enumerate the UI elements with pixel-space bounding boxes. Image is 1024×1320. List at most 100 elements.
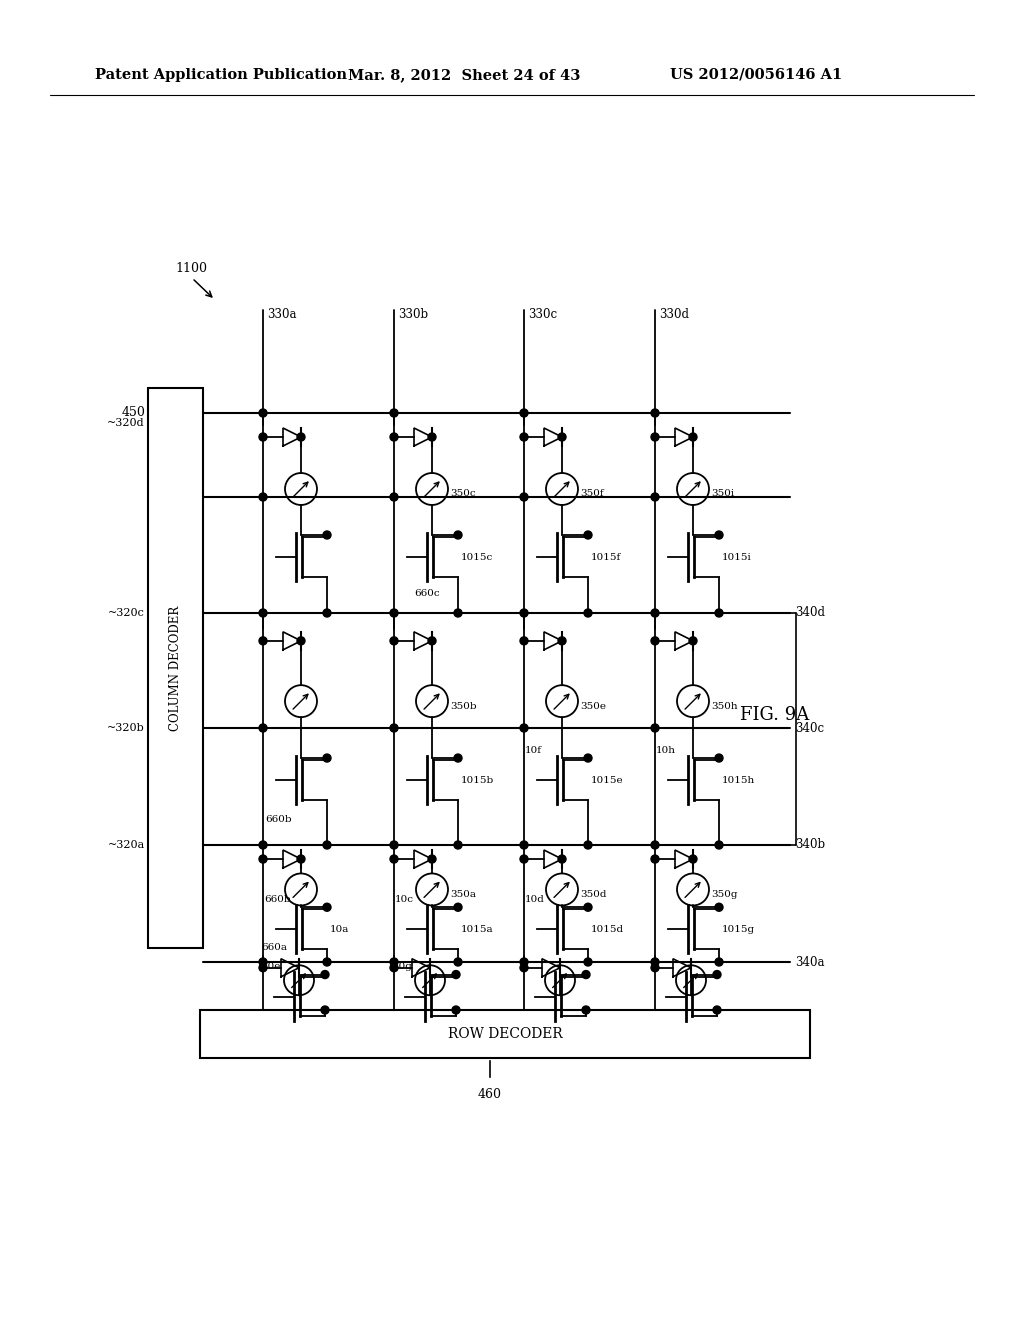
Circle shape	[715, 841, 723, 849]
Circle shape	[390, 841, 398, 849]
Circle shape	[584, 754, 592, 762]
Circle shape	[582, 1006, 590, 1014]
Circle shape	[259, 841, 267, 849]
Circle shape	[715, 609, 723, 616]
Text: 660c: 660c	[414, 589, 439, 598]
Circle shape	[390, 964, 398, 972]
Text: 460: 460	[478, 1089, 502, 1101]
Circle shape	[651, 409, 659, 417]
Text: 1015g: 1015g	[722, 925, 755, 933]
Circle shape	[520, 636, 528, 645]
Circle shape	[584, 531, 592, 539]
Text: 340c: 340c	[795, 722, 824, 734]
Text: 350b: 350b	[450, 702, 476, 710]
Circle shape	[321, 1006, 329, 1014]
Text: 10h: 10h	[656, 746, 676, 755]
Circle shape	[452, 970, 460, 978]
Circle shape	[584, 958, 592, 966]
Circle shape	[520, 958, 528, 966]
Text: 10a: 10a	[330, 925, 349, 933]
Text: 350d: 350d	[580, 890, 606, 899]
Text: Mar. 8, 2012  Sheet 24 of 43: Mar. 8, 2012 Sheet 24 of 43	[348, 69, 581, 82]
Text: 350h: 350h	[711, 702, 737, 710]
Circle shape	[689, 636, 697, 645]
Text: 10e: 10e	[262, 962, 282, 972]
Circle shape	[259, 609, 267, 616]
Circle shape	[520, 609, 528, 616]
Text: 1015a: 1015a	[461, 925, 494, 933]
Text: 350i: 350i	[711, 490, 734, 499]
Circle shape	[520, 492, 528, 502]
Circle shape	[651, 636, 659, 645]
Circle shape	[454, 958, 462, 966]
Text: 350g: 350g	[711, 890, 737, 899]
Circle shape	[520, 409, 528, 417]
Text: 1015h: 1015h	[722, 776, 756, 784]
Circle shape	[390, 636, 398, 645]
Circle shape	[452, 1006, 460, 1014]
Text: 340b: 340b	[795, 838, 825, 851]
Circle shape	[715, 754, 723, 762]
Circle shape	[259, 433, 267, 441]
Circle shape	[390, 433, 398, 441]
Circle shape	[259, 409, 267, 417]
Circle shape	[689, 855, 697, 863]
Circle shape	[323, 903, 331, 911]
Circle shape	[323, 958, 331, 966]
Circle shape	[582, 970, 590, 978]
Circle shape	[715, 531, 723, 539]
Circle shape	[715, 903, 723, 911]
Text: 1100: 1100	[175, 261, 207, 275]
Circle shape	[520, 433, 528, 441]
Text: 1015b: 1015b	[461, 776, 495, 784]
Circle shape	[454, 609, 462, 616]
Circle shape	[259, 958, 267, 966]
Text: 330b: 330b	[398, 309, 428, 322]
Text: ~320b: ~320b	[108, 723, 145, 733]
Circle shape	[259, 964, 267, 972]
Circle shape	[651, 958, 659, 966]
Circle shape	[715, 958, 723, 966]
Text: US 2012/0056146 A1: US 2012/0056146 A1	[670, 69, 843, 82]
Circle shape	[390, 855, 398, 863]
Circle shape	[651, 492, 659, 502]
Circle shape	[520, 723, 528, 733]
Circle shape	[454, 531, 462, 539]
Circle shape	[689, 433, 697, 441]
Circle shape	[390, 723, 398, 733]
Circle shape	[713, 1006, 721, 1014]
Circle shape	[390, 492, 398, 502]
Text: ~320d: ~320d	[108, 418, 145, 428]
Text: Patent Application Publication: Patent Application Publication	[95, 69, 347, 82]
Circle shape	[297, 855, 305, 863]
Text: COLUMN DECODER: COLUMN DECODER	[169, 606, 182, 731]
Circle shape	[520, 855, 528, 863]
Circle shape	[651, 964, 659, 972]
Circle shape	[520, 841, 528, 849]
Circle shape	[651, 609, 659, 616]
Circle shape	[259, 492, 267, 502]
Text: 1015c: 1015c	[461, 553, 494, 561]
Circle shape	[259, 636, 267, 645]
Text: ~320c: ~320c	[109, 609, 145, 618]
Text: 450: 450	[121, 407, 145, 420]
Text: 340d: 340d	[795, 606, 825, 619]
Text: 350f: 350f	[580, 490, 603, 499]
Circle shape	[297, 433, 305, 441]
Circle shape	[428, 433, 436, 441]
Text: 660a: 660a	[261, 942, 287, 952]
Text: 1015f: 1015f	[591, 553, 622, 561]
Circle shape	[713, 970, 721, 978]
Circle shape	[323, 531, 331, 539]
Text: 1015i: 1015i	[722, 553, 752, 561]
Text: 350c: 350c	[450, 490, 475, 499]
Text: 340a: 340a	[795, 956, 824, 969]
Text: 350a: 350a	[450, 890, 476, 899]
Text: 660b: 660b	[264, 895, 291, 904]
Circle shape	[558, 855, 566, 863]
Circle shape	[651, 723, 659, 733]
Circle shape	[259, 723, 267, 733]
Circle shape	[428, 636, 436, 645]
Text: 330c: 330c	[528, 309, 557, 322]
Circle shape	[454, 841, 462, 849]
